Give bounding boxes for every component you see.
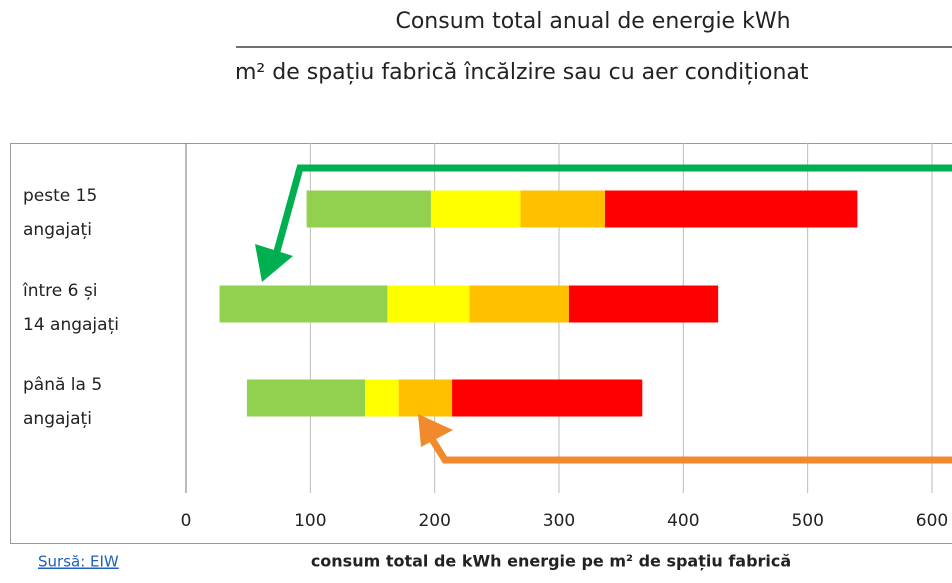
bar-segment — [469, 285, 569, 323]
y-tick-label: angajați — [23, 220, 92, 240]
frame — [10, 143, 952, 544]
chart-subtitle: m² de spațiu fabrică încălzire sau cu ae… — [235, 60, 809, 85]
bar-segment — [430, 190, 521, 228]
x-tick-label: 400 — [667, 511, 699, 531]
source-link[interactable]: Sursă: EIW — [38, 553, 119, 571]
green-arrow — [272, 164, 952, 256]
x-axis-label: consum total de kWh energie pe m² de spa… — [311, 552, 791, 571]
x-tick-label: 100 — [294, 511, 326, 531]
y-tick-label: 14 angajați — [23, 315, 119, 335]
x-tick-label: 600 — [916, 511, 948, 531]
bar-segment — [520, 190, 606, 228]
bar-segment — [568, 285, 719, 323]
bar-segment — [452, 379, 643, 417]
green-arrowhead — [255, 244, 293, 282]
bar-segment — [365, 379, 399, 417]
y-tick-label: până la 5 — [23, 375, 102, 395]
plot: 0 100 200 300 400 500 600 peste 15 angajați între… — [22, 143, 948, 531]
x-tick-label: 200 — [418, 511, 450, 531]
x-tick-label: 300 — [543, 511, 575, 531]
x-tick-label: 0 — [181, 511, 192, 531]
bar-segment — [219, 285, 388, 323]
bar-segment — [605, 190, 858, 228]
bar-segment — [398, 379, 453, 417]
y-tick-label: angajați — [23, 409, 92, 429]
y-tick-label: între 6 și — [22, 281, 97, 301]
orange-arrowhead — [418, 414, 453, 447]
bar-segment — [246, 379, 366, 417]
orange-arrow — [427, 434, 952, 464]
y-tick-label: peste 15 — [23, 186, 97, 206]
x-tick-label: 500 — [791, 511, 823, 531]
chart-title: Consum total anual de energie kWh — [395, 9, 790, 34]
bar-segment — [306, 190, 431, 228]
bar-segment — [387, 285, 470, 323]
